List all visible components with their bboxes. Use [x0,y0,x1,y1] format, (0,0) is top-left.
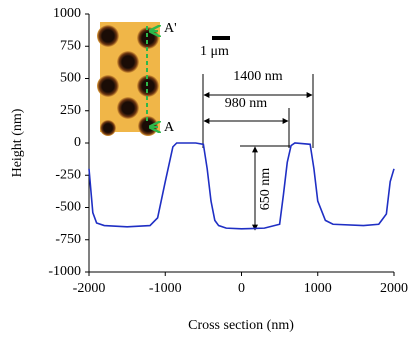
x-axis-title: Cross section (nm) [188,318,294,333]
inset-image [97,22,160,136]
annotation: 980 nm [225,96,268,111]
x-tick-label: 2000 [380,281,408,296]
y-tick-label: -1000 [48,264,81,279]
y-tick-label: 500 [60,71,81,86]
x-tick-label: -1000 [149,281,182,296]
scale-label: 1 μm [200,44,229,59]
x-tick-label: 0 [238,281,245,296]
y-tick-label: 1000 [53,6,81,21]
scale-bar [212,36,230,40]
y-tick-label: 750 [60,38,81,53]
y-tick-label: 250 [60,103,81,118]
inset-label: A [164,120,175,135]
y-tick-label: 0 [74,135,81,150]
x-tick-label: -2000 [73,281,106,296]
chart: A' A 1 μm 1400 nm 980 nm 650 nm Cross se… [0,0,417,341]
inset-label: A' [164,21,177,36]
annotation: 1400 nm [233,69,283,84]
y-tick-label: -750 [55,232,81,247]
y-tick-label: -500 [55,200,81,215]
annotation: 650 nm [258,168,273,211]
profile-line [89,143,394,229]
y-axis-title: Height (nm) [10,108,25,177]
x-tick-label: 1000 [304,281,332,296]
y-tick-label: -250 [55,167,81,182]
